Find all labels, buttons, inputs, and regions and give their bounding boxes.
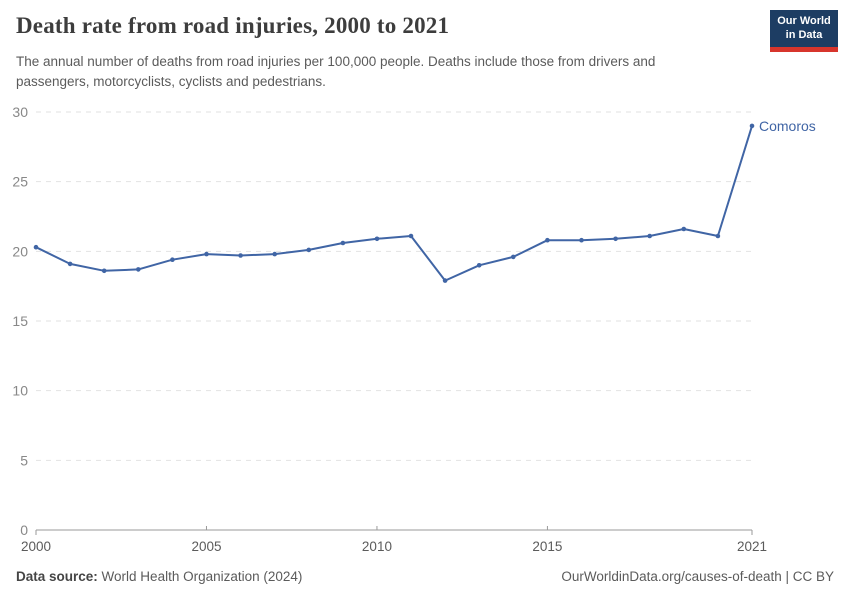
data-point[interactable] xyxy=(545,237,550,243)
series-label[interactable]: Comoros xyxy=(759,118,816,134)
data-source: Data source: World Health Organization (… xyxy=(16,569,302,584)
data-point[interactable] xyxy=(442,278,448,283)
owid-logo-line2: in Data xyxy=(785,28,823,41)
data-point[interactable] xyxy=(749,123,755,129)
data-point[interactable] xyxy=(340,240,346,246)
data-point[interactable] xyxy=(408,233,414,239)
data-point[interactable] xyxy=(136,267,141,272)
data-point[interactable] xyxy=(715,233,721,239)
x-tick-label: 2015 xyxy=(532,539,562,554)
data-point[interactable] xyxy=(511,254,516,260)
y-tick-label: 15 xyxy=(12,313,28,329)
y-tick-label: 20 xyxy=(12,243,28,259)
chart-footer: Data source: World Health Organization (… xyxy=(16,569,834,584)
owid-logo-line1: Our World xyxy=(777,14,831,27)
data-point[interactable] xyxy=(681,226,687,232)
data-source-value: World Health Organization (2024) xyxy=(101,569,303,584)
y-tick-label: 5 xyxy=(20,452,28,468)
x-tick-label: 2000 xyxy=(21,539,51,554)
owid-logo[interactable]: Our World in Data xyxy=(770,10,838,52)
x-tick-label: 2021 xyxy=(737,539,767,554)
data-point[interactable] xyxy=(306,247,312,253)
y-tick-label: 25 xyxy=(12,174,28,190)
x-tick-label: 2005 xyxy=(191,539,221,554)
y-tick-label: 10 xyxy=(12,383,28,399)
data-point[interactable] xyxy=(374,236,380,242)
data-point[interactable] xyxy=(67,261,73,267)
data-point[interactable] xyxy=(647,233,652,239)
data-point[interactable] xyxy=(613,236,618,242)
data-point[interactable] xyxy=(170,257,175,263)
chart-subtitle: The annual number of deaths from road in… xyxy=(16,54,656,89)
y-tick-label: 0 xyxy=(20,522,28,538)
data-point[interactable] xyxy=(204,251,209,257)
data-point[interactable] xyxy=(579,237,584,243)
chart-title: Death rate from road injuries, 2000 to 2… xyxy=(16,13,450,38)
x-tick-label: 2010 xyxy=(362,539,392,554)
y-tick-label: 30 xyxy=(12,104,28,120)
data-source-label: Data source: xyxy=(16,569,98,584)
data-point[interactable] xyxy=(238,253,243,258)
data-line[interactable] xyxy=(35,124,753,282)
data-point[interactable] xyxy=(33,244,39,250)
data-point[interactable] xyxy=(101,268,107,274)
data-point[interactable] xyxy=(476,263,482,268)
footer-link[interactable]: OurWorldinData.org/causes-of-death | CC … xyxy=(561,569,834,584)
data-point[interactable] xyxy=(272,251,278,257)
